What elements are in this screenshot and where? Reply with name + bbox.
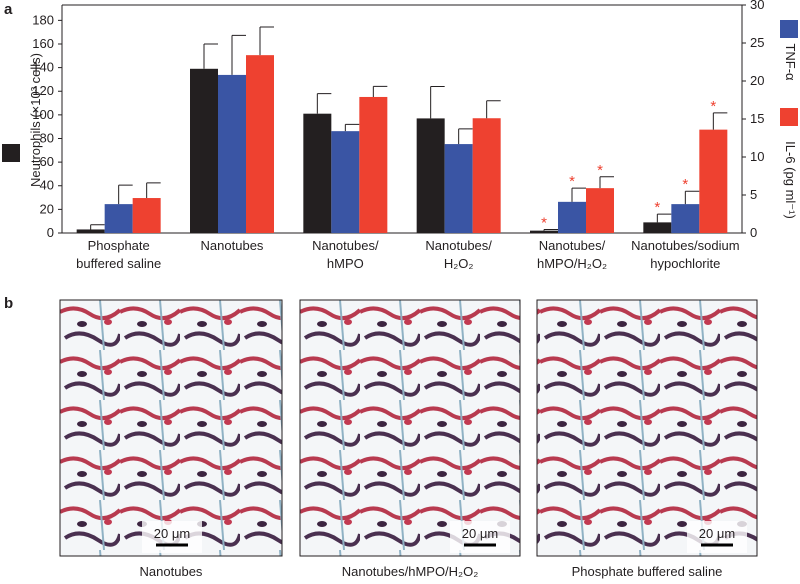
micrograph: [59, 299, 283, 557]
x-tick-label: Nanotubes/hMPO: [312, 238, 379, 271]
y2-tick-label: 5: [750, 187, 757, 202]
error-bar: [571, 187, 586, 202]
significance-marker: *: [541, 214, 547, 231]
significance-marker: *: [569, 173, 575, 190]
scale-bar-label: 20 μm: [462, 526, 498, 541]
error-bar: [372, 85, 388, 97]
scale-bar-bg: [687, 521, 747, 553]
y-tick-label: 160: [32, 36, 54, 51]
bar: [359, 96, 388, 234]
panel-label: b: [4, 295, 13, 312]
panel-label: a: [4, 1, 13, 18]
error-bar: [712, 112, 728, 130]
y2-tick-label: 30: [750, 0, 764, 12]
y-tick-label: 100: [32, 107, 54, 122]
bar: [558, 201, 586, 233]
significance-marker: *: [654, 199, 660, 216]
y2-tick-label: 0: [750, 225, 757, 240]
bar: [444, 144, 473, 233]
error-bar: [231, 34, 246, 75]
scale-bar-bg: [142, 521, 202, 553]
error-bar: [599, 176, 614, 189]
error-bar: [203, 43, 218, 69]
bar: [699, 129, 728, 233]
legend-label: IL-6 (pg ml⁻¹): [783, 141, 798, 219]
y2-tick-label: 20: [750, 73, 764, 88]
legend-swatch: [2, 144, 20, 162]
error-bar: [430, 86, 445, 119]
scale-bar-bg: [450, 521, 510, 553]
y-tick-label: 80: [40, 130, 54, 145]
bar: [76, 229, 105, 233]
error-bar: [656, 213, 672, 223]
bar: [218, 74, 246, 233]
bar: [132, 198, 161, 233]
bar: [586, 188, 614, 233]
significance-marker: *: [597, 162, 603, 179]
error-bar: [344, 123, 360, 132]
micrograph: [536, 299, 758, 557]
y-tick-label: 20: [40, 201, 54, 216]
bar: [104, 204, 133, 233]
y-tick-label: 120: [32, 83, 54, 98]
bar: [530, 230, 558, 233]
y-tick-label: 0: [47, 225, 54, 240]
error-bar: [458, 128, 473, 145]
legend-label: Neutrophils (×10³ cells): [28, 53, 43, 187]
error-bar: [684, 190, 700, 205]
y-tick-label: 40: [40, 178, 54, 193]
error-bar: [146, 182, 161, 199]
bar: [331, 131, 360, 233]
scale-bar-label: 20 μm: [154, 526, 190, 541]
significance-marker: *: [710, 98, 716, 115]
x-tick-label: Nanotubes: [201, 238, 264, 253]
error-bar: [259, 26, 274, 56]
error-bar: [486, 100, 501, 119]
y-tick-label: 180: [32, 12, 54, 27]
y2-tick-label: 10: [750, 149, 764, 164]
legend-swatch: [780, 108, 798, 126]
y-tick-label: 60: [40, 154, 54, 169]
bar: [303, 113, 332, 233]
y-tick-label: 140: [32, 60, 54, 75]
error-bar: [118, 184, 133, 205]
image-caption: Phosphate buffered saline: [572, 564, 723, 579]
legend-swatch: [780, 20, 798, 38]
micrograph: [299, 299, 521, 557]
image-caption: Nanotubes/hMPO/H₂O₂: [342, 564, 479, 579]
bar: [190, 68, 218, 233]
bar: [416, 118, 445, 233]
legend-label: TNF-α: [783, 43, 798, 81]
bar: [643, 222, 672, 233]
bar: [472, 118, 501, 233]
error-bar: [543, 228, 558, 231]
significance-marker: *: [682, 176, 688, 193]
bar: [671, 204, 700, 233]
x-tick-label: Phosphate buffered saline: [76, 238, 161, 271]
bar: [246, 55, 274, 233]
scale-bar-label: 20 μm: [699, 526, 735, 541]
y2-tick-label: 15: [750, 111, 764, 126]
y2-tick-label: 25: [750, 35, 764, 50]
x-tick-label: Nanotubes/sodium hypochlorite: [631, 238, 739, 271]
image-caption: Nanotubes: [140, 564, 203, 579]
x-tick-label: Nanotubes/H₂O₂: [425, 238, 492, 271]
error-bar: [90, 224, 105, 230]
x-tick-label: Nanotubes/hMPO/H₂O₂: [537, 238, 607, 271]
error-bar: [316, 93, 332, 114]
